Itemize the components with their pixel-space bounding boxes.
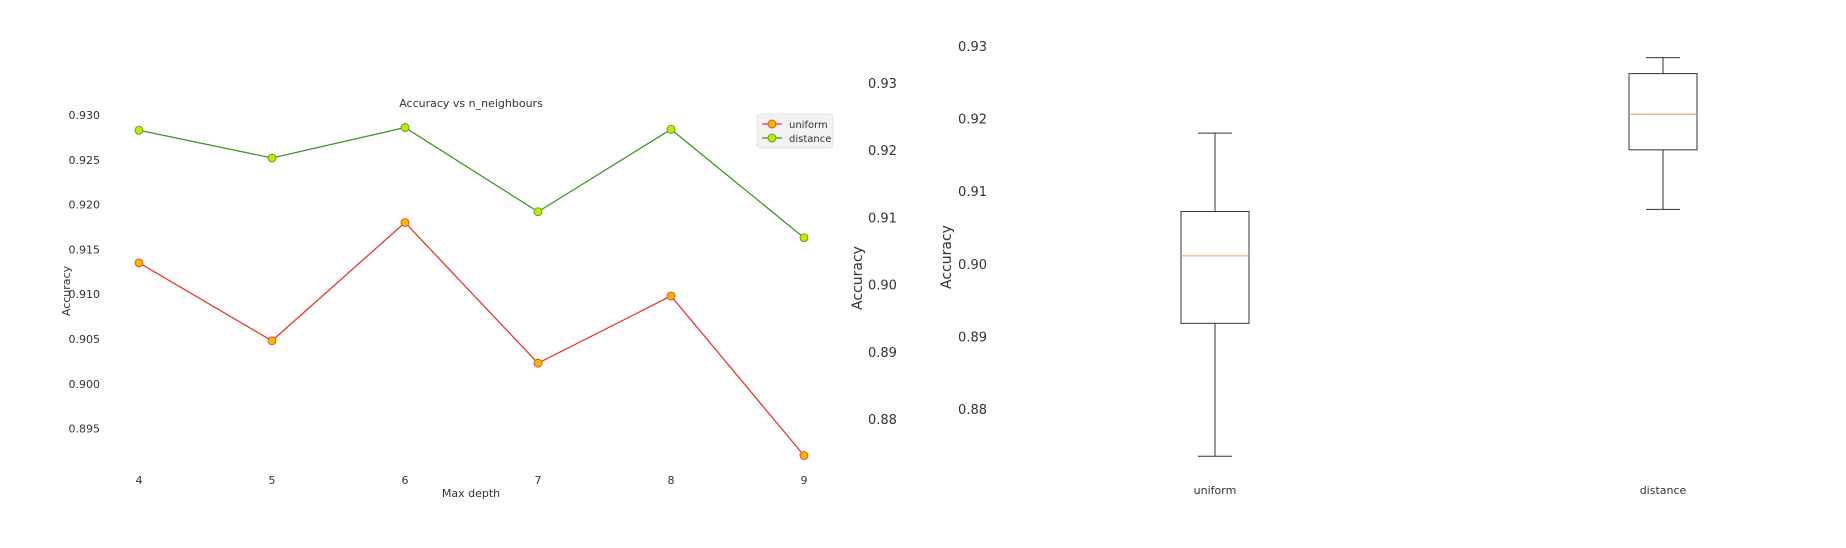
box-y-tick-label: 0.88 — [958, 403, 987, 418]
twin-y-tick-label: 0.92 — [868, 144, 897, 159]
line-x-tick-label: 6 — [402, 474, 409, 487]
line-y-tick-label: 0.910 — [69, 288, 101, 301]
series-line-distance — [138, 126, 805, 239]
box-y-tick-label: 0.90 — [958, 258, 987, 273]
box-y-axis-label: Accuracy — [939, 225, 955, 289]
data-point-uniform — [666, 291, 676, 301]
data-point-distance — [400, 123, 410, 132]
twin-y-tick-label: 0.89 — [868, 346, 897, 361]
data-point-distance — [666, 124, 676, 134]
legend-label-uniform: uniform — [789, 120, 828, 131]
box-x-tick-label: uniform — [1194, 484, 1237, 497]
box-y-tick-label: 0.89 — [958, 330, 987, 345]
twin-y-tick-label: 0.88 — [868, 413, 897, 428]
line-x-tick-label: 4 — [136, 474, 143, 487]
box-body-uniform — [1180, 211, 1250, 324]
data-point-uniform — [533, 358, 543, 368]
line-y-tick-label: 0.930 — [69, 109, 101, 122]
legend-marker-uniform — [767, 119, 777, 129]
line-y-tick-label: 0.920 — [69, 199, 101, 212]
legend-marker-distance — [767, 133, 777, 143]
box-y-tick-label: 0.91 — [958, 185, 987, 200]
twin-y-tick-label: 0.93 — [868, 77, 897, 92]
box-x-tick-label: distance — [1640, 484, 1687, 497]
line-y-axis-label: Accuracy — [60, 265, 73, 316]
line-x-tick-label: 5 — [269, 474, 276, 487]
data-point-distance — [267, 153, 277, 163]
line-chart-title: Accuracy vs n_neighbours — [399, 97, 543, 110]
legend-label-distance: distance — [789, 134, 831, 145]
data-point-distance — [533, 207, 543, 217]
line-x-tick-label: 7 — [535, 474, 542, 487]
data-point-distance — [799, 233, 809, 243]
line-y-tick-label: 0.895 — [69, 423, 101, 436]
data-point-uniform — [267, 336, 277, 346]
twin-y-tick-label: 0.90 — [868, 279, 897, 294]
box-y-tick-label: 0.92 — [958, 113, 987, 128]
line-x-tick-label: 8 — [668, 474, 675, 487]
box-y-tick-label: 0.93 — [958, 40, 987, 55]
twin-y-tick-label: 0.91 — [868, 211, 897, 226]
data-point-uniform — [134, 258, 144, 268]
series-line-uniform — [138, 221, 805, 456]
twin-y-axis-label: Accuracy — [850, 246, 866, 310]
data-point-distance — [134, 125, 144, 135]
line-y-tick-label: 0.905 — [69, 333, 101, 346]
line-y-tick-label: 0.900 — [69, 378, 101, 391]
data-point-uniform — [400, 218, 410, 227]
box-body-distance — [1628, 73, 1698, 151]
line-y-tick-label: 0.915 — [69, 243, 101, 256]
line-x-axis-label: Max depth — [442, 487, 500, 500]
data-point-uniform — [799, 451, 809, 460]
line-x-tick-label: 9 — [801, 474, 808, 487]
line-y-tick-label: 0.925 — [69, 154, 101, 167]
